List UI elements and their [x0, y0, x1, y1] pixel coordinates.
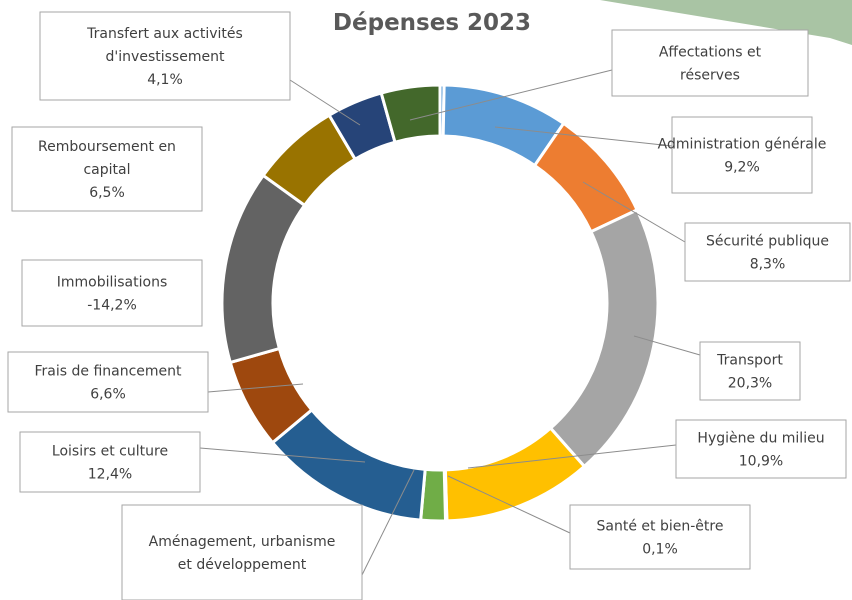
data-label-remboursement-en-capital: Remboursement en capital 6,5% [11, 126, 203, 212]
leader-line-hygiene-du-milieu [467, 444, 677, 469]
slice-loisirs-et-culture [270, 407, 427, 522]
data-label-transfert-aux-activites-d-investissement: Transfert aux activités d'investissement 4… [39, 11, 291, 101]
label-box [11, 126, 203, 212]
label-box [684, 222, 851, 282]
label-box [7, 351, 209, 413]
data-label-loisirs-et-culture: Loisirs et culture 12,4% [19, 431, 201, 493]
label-text: Hygiène du milieu [697, 431, 824, 447]
label-value: 10,9% [739, 454, 783, 470]
label-text: Transfert aux activités [86, 26, 243, 42]
label-box [671, 116, 813, 194]
leader-line-securite-publique [582, 181, 686, 243]
donut-slices [220, 83, 660, 523]
label-text: et développement [178, 557, 307, 573]
data-label-immobilisations: Immobilisations -14,2% [21, 259, 203, 327]
label-text: Affectations et [659, 45, 762, 61]
chart-title: Dépenses 2023 [333, 10, 531, 36]
label-box [121, 504, 363, 600]
slice-labels: Affectations et réserves Administration gé… [7, 11, 851, 600]
label-value: 6,5% [89, 185, 125, 201]
data-label-transport: Transport 20,3% [699, 341, 801, 401]
label-text: Sécurité publique [706, 234, 829, 250]
label-text: capital [83, 162, 130, 178]
leader-line-transport [633, 335, 701, 356]
slice-segment-12 [379, 83, 442, 145]
label-text: Transport [716, 353, 783, 369]
label-text: Remboursement en [38, 139, 176, 155]
label-value: 9,2% [724, 160, 760, 176]
label-text: réserves [680, 68, 740, 84]
label-text: Immobilisations [57, 275, 168, 291]
data-label-frais-de-financement: Frais de financement 6,6% [7, 351, 209, 413]
label-text: Santé et bien-être [597, 519, 724, 535]
label-value: -14,2% [87, 298, 137, 314]
data-label-securite-publique: Sécurité publique 8,3% [684, 222, 851, 282]
label-value: 12,4% [88, 467, 132, 483]
label-box [675, 419, 847, 479]
label-text: Frais de financement [34, 364, 182, 380]
leader-line-frais-de-financement [207, 383, 304, 393]
label-text: d'investissement [106, 49, 225, 65]
data-label-affectations-et-reserves: Affectations et réserves [611, 29, 809, 97]
label-value: 0,1% [642, 542, 678, 558]
leader-lines [199, 69, 701, 576]
leader-line-transfert-aux-activites-d-investissement [289, 79, 361, 126]
label-box [611, 29, 809, 97]
label-text: Aménagement, urbanisme [149, 534, 336, 550]
leader-line-sante-et-bien-etre [447, 475, 571, 534]
corner-decoration [600, 0, 852, 45]
label-box [21, 259, 203, 327]
label-value: 6,6% [90, 387, 126, 403]
data-label-hygiene-du-milieu: Hygiène du milieu 10,9% [675, 419, 847, 479]
leader-line-affectations-et-reserves [409, 69, 613, 121]
data-label-sante-et-bien-etre: Santé et bien-être 0,1% [569, 504, 751, 570]
label-value: 4,1% [147, 72, 183, 88]
label-value: 20,3% [728, 376, 772, 392]
leader-line-administration-generale [494, 126, 673, 147]
leader-line-loisirs-et-culture [199, 447, 366, 463]
label-box [569, 504, 751, 570]
label-box [19, 431, 201, 493]
label-text: Administration générale [658, 137, 827, 153]
leader-line-amenagement-urbanisme-et-developpement [361, 469, 415, 576]
label-box [39, 11, 291, 101]
label-value: 8,3% [750, 257, 786, 273]
label-box [699, 341, 801, 401]
label-text: Loisirs et culture [52, 444, 168, 460]
data-label-administration-generale: Administration générale 9,2% [658, 116, 827, 194]
data-label-amenagement-urbanisme-et-developpement: Aménagement, urbanisme et développement [121, 504, 363, 600]
slice-immobilisations [220, 173, 307, 365]
